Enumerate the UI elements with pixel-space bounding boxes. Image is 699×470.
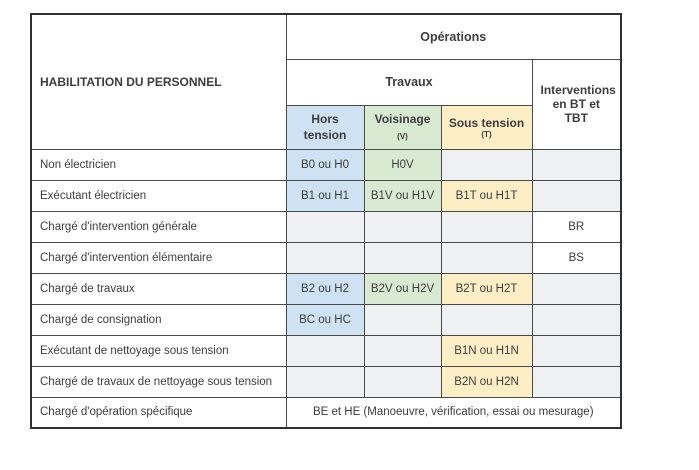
cell-hors-tension: B0 ou H0 (285, 148, 365, 181)
cell-voisinage (363, 241, 442, 274)
column-header-hors-tension: Hors tension (285, 104, 365, 150)
header-row-operations: HABILITATION DU PERSONNEL Opérations (30, 13, 622, 150)
cell-interventions (531, 148, 622, 181)
cell-voisinage (363, 210, 442, 243)
corner-header: HABILITATION DU PERSONNEL (30, 13, 287, 150)
cell-interventions: BS (531, 241, 622, 274)
cell-hors-tension (285, 210, 365, 243)
cell-sous-tension (440, 303, 533, 336)
cell-interventions (531, 179, 622, 212)
row-label: Chargé d'intervention élémentaire (30, 241, 287, 274)
column-header-voisinage: Voisinage (V) (363, 104, 442, 150)
row-label: Chargé d'intervention générale (30, 210, 287, 243)
cell-hors-tension (285, 365, 365, 398)
column-header-suffix: (V) (397, 132, 408, 141)
cell-voisinage: B2V ou H2V (363, 272, 442, 305)
cell-sous-tension (440, 241, 533, 274)
column-header-label: Voisinage (374, 111, 431, 126)
cell-voisinage (363, 365, 442, 398)
habilitation-table-wrapper: HABILITATION DU PERSONNEL Opérations Tra… (30, 13, 699, 429)
table-row: Chargé d'opération spécifique BE et HE (… (30, 396, 622, 429)
cell-interventions (531, 334, 622, 367)
habilitation-table: HABILITATION DU PERSONNEL Opérations Tra… (30, 13, 622, 429)
cell-voisinage: B1V ou H1V (363, 179, 442, 212)
table-row: Non électricien B0 ou H0 H0V (30, 148, 622, 181)
table-row: Exécutant de nettoyage sous tension B1N … (30, 334, 622, 367)
table-row: Chargé de travaux de nettoyage sous tens… (30, 365, 622, 398)
cell-interventions (531, 303, 622, 336)
cell-interventions (531, 272, 622, 305)
column-header-sous-tension: Sous tension (T) (440, 104, 533, 150)
row-label: Exécutant électricien (30, 179, 287, 212)
cell-sous-tension: B2T ou H2T (440, 272, 533, 305)
cell-hors-tension: B2 ou H2 (285, 272, 365, 305)
row-label: Chargé de travaux de nettoyage sous tens… (30, 365, 287, 398)
row-label: Chargé d'opération spécifique (30, 396, 287, 429)
cell-sous-tension (440, 210, 533, 243)
row-label: Non électricien (30, 148, 287, 181)
cell-hors-tension: BC ou HC (285, 303, 365, 336)
cell-hors-tension (285, 334, 365, 367)
table-row: Chargé de consignation BC ou HC (30, 303, 622, 336)
row-label: Exécutant de nettoyage sous tension (30, 334, 287, 367)
row-label: Chargé de travaux (30, 272, 287, 305)
table-row: Chargé d'intervention élémentaire BS (30, 241, 622, 274)
cell-hors-tension: B1 ou H1 (285, 179, 365, 212)
cell-sous-tension: B1N ou H1N (440, 334, 533, 367)
header-row-travaux: Travaux Interventions en BT et TBT (31, 58, 622, 150)
row-label: Chargé de consignation (30, 303, 287, 336)
cell-interventions (531, 365, 622, 398)
table-row: Chargé d'intervention générale BR (30, 210, 622, 243)
column-header-label: Sous tension (448, 115, 525, 130)
cell-voisinage (363, 334, 442, 367)
operations-header: Opérations (285, 13, 622, 60)
travaux-header: Travaux (285, 58, 533, 106)
column-header-label: Hors tension (303, 111, 347, 142)
cell-hors-tension (285, 241, 365, 274)
cell-voisinage: H0V (363, 148, 442, 181)
cell-voisinage (363, 303, 442, 336)
cell-sous-tension: B1T ou H1T (440, 179, 533, 212)
table-row: Exécutant électricien B1 ou H1 B1V ou H1… (30, 179, 622, 212)
table-row: Chargé de travaux B2 ou H2 B2V ou H2V B2… (30, 272, 622, 305)
cell-sous-tension (440, 148, 533, 181)
cell-sous-tension: B2N ou H2N (440, 365, 533, 398)
cell-be-he-span: BE et HE (Manoeuvre, vérification, essai… (285, 396, 622, 429)
interventions-header: Interventions en BT et TBT (531, 58, 622, 150)
column-header-suffix: (T) (481, 129, 492, 139)
cell-interventions: BR (531, 210, 622, 243)
header-row-subcolumns: Hors tension Voisinage (V) Sous tension … (31, 104, 621, 150)
